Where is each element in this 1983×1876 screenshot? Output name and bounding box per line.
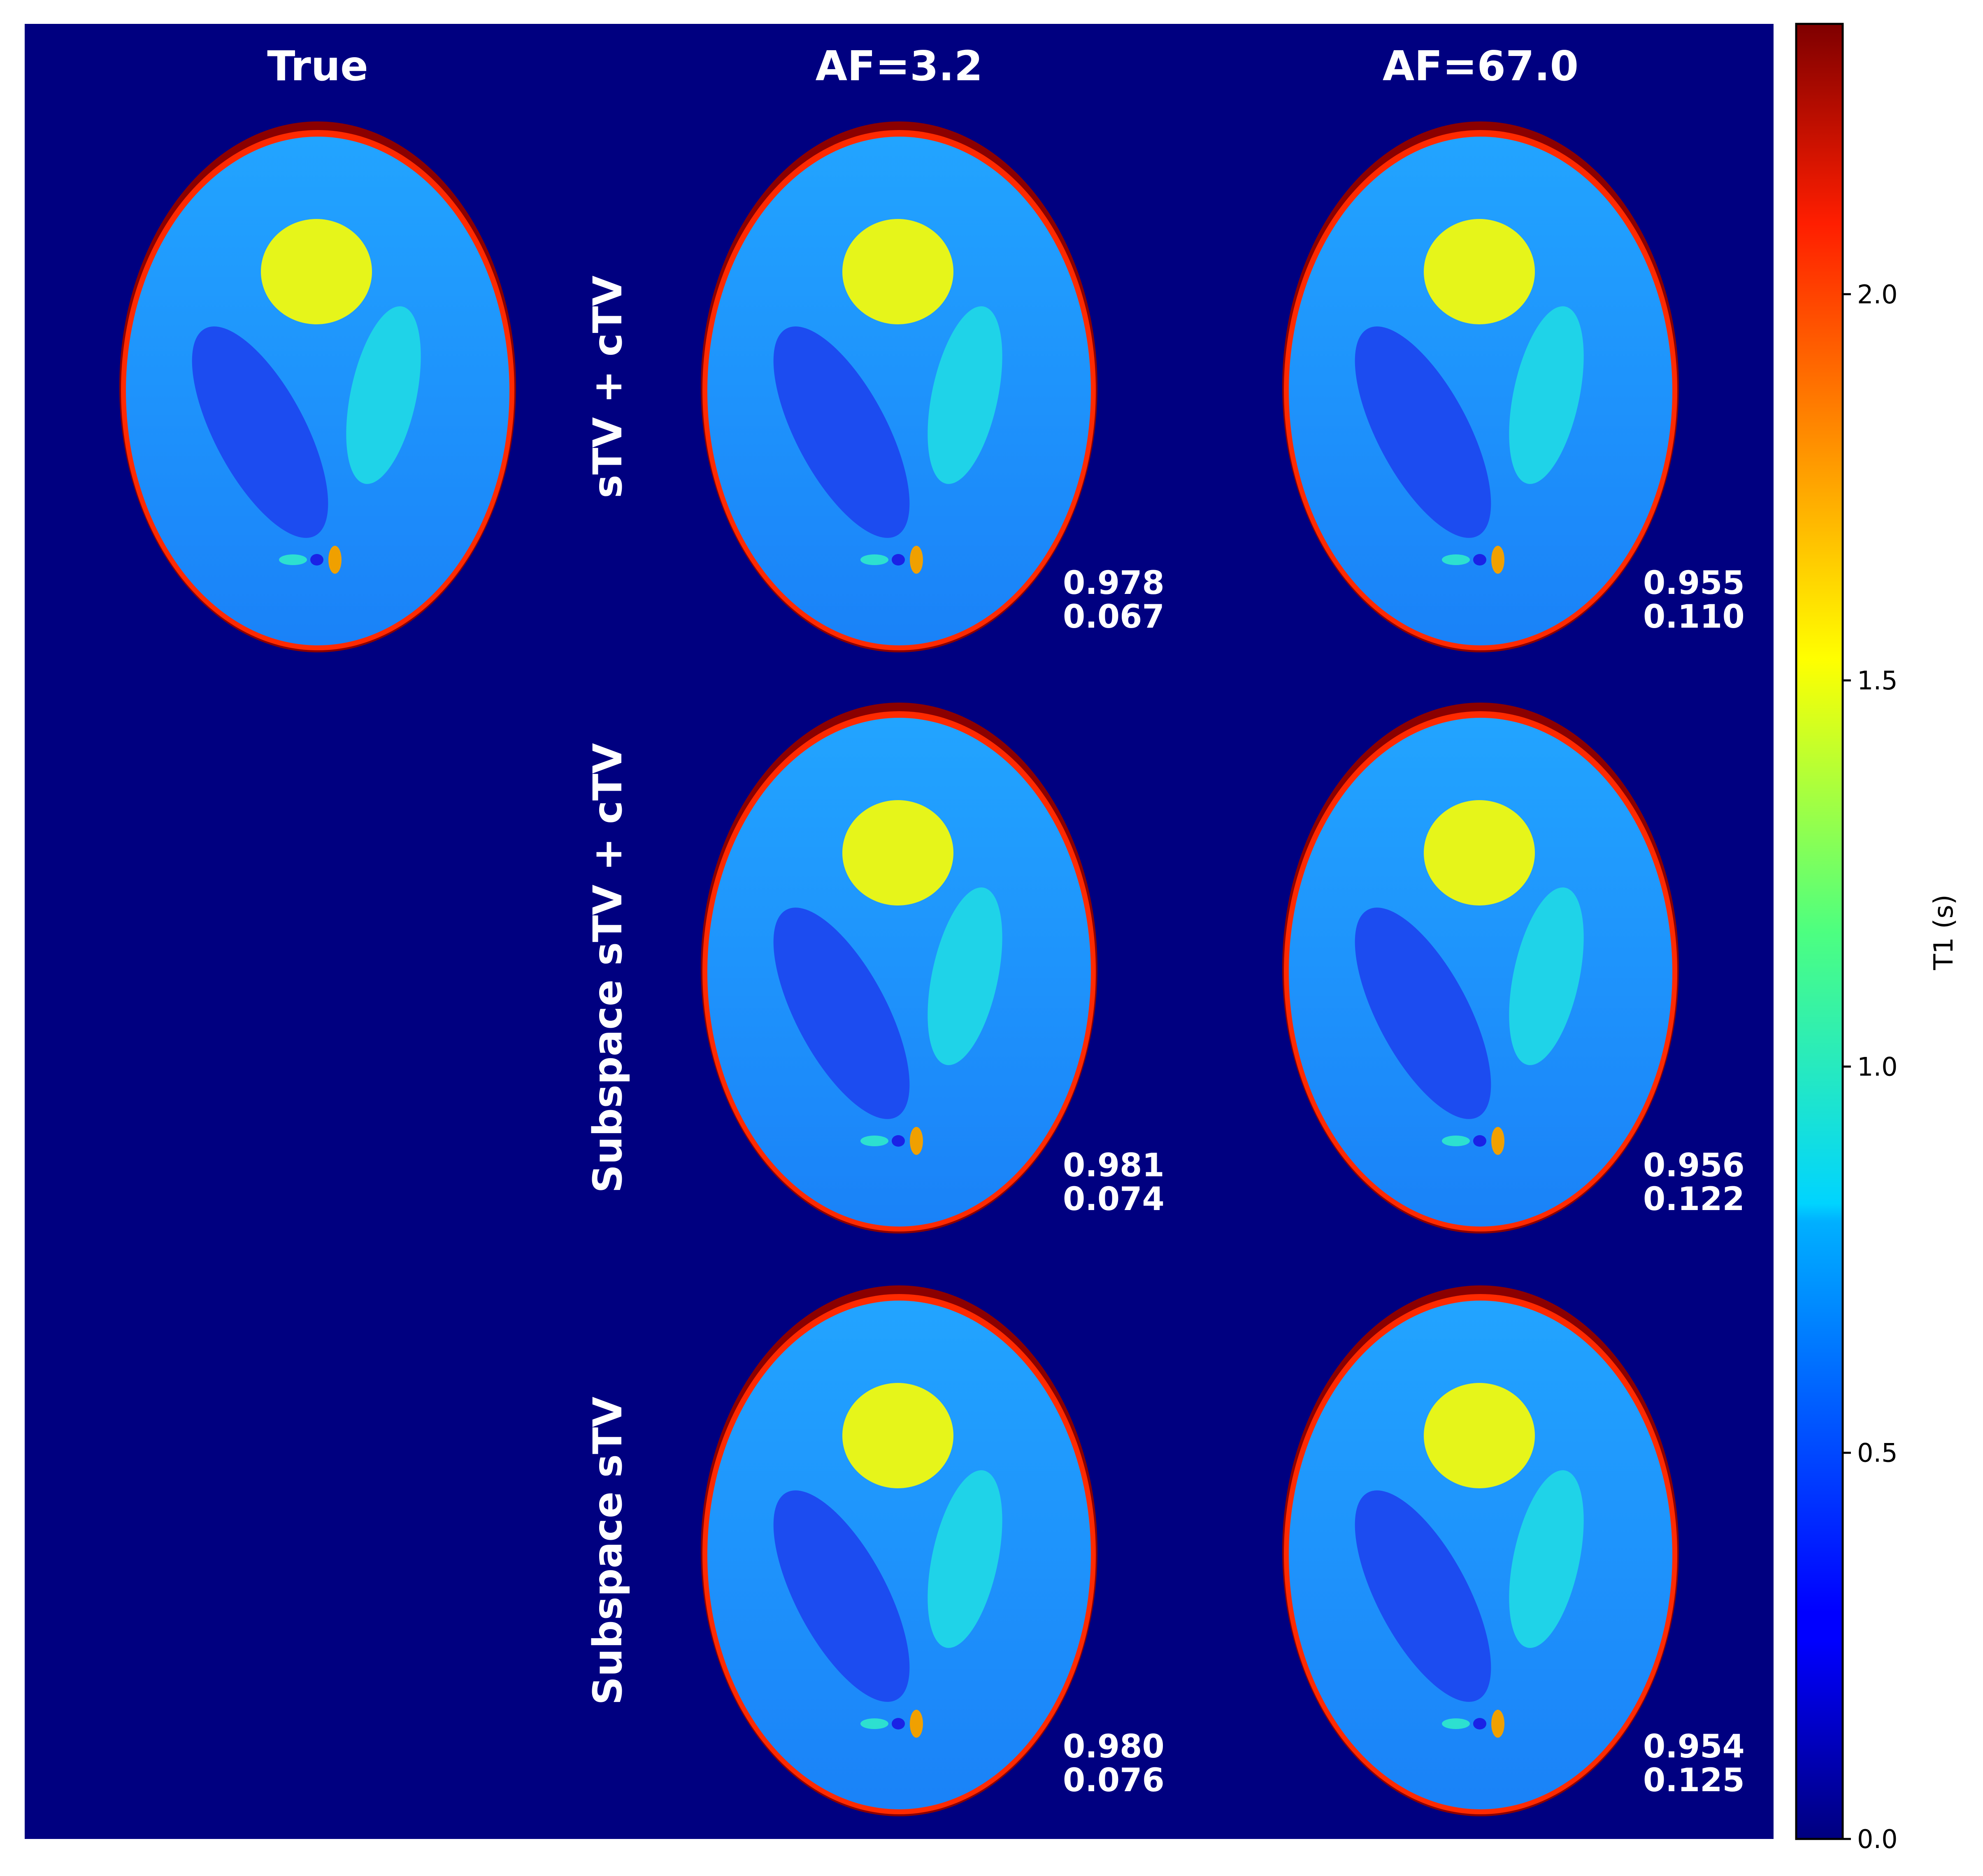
metric-r2-af32-bottom: 0.074 bbox=[1063, 1181, 1165, 1218]
phantom-r3-af67 bbox=[1282, 1285, 1679, 1816]
header-true: True bbox=[267, 42, 368, 90]
metric-r2-af67-bottom: 0.122 bbox=[1643, 1181, 1745, 1218]
metric-r1-af67-top: 0.955 bbox=[1643, 565, 1745, 602]
metric-r2-af32-top: 0.981 bbox=[1063, 1147, 1165, 1184]
metric-r2-af67-top: 0.956 bbox=[1643, 1147, 1745, 1184]
metric-r1-af32-bottom: 0.067 bbox=[1063, 598, 1165, 635]
header-af-high: AF=67.0 bbox=[1383, 42, 1578, 90]
colorbar-ticks: 0.0 0.5 1.0 1.5 2.0 bbox=[1843, 279, 1898, 1854]
colorbar-tick-label: 2.0 bbox=[1857, 279, 1898, 310]
metric-r3-af32-bottom: 0.076 bbox=[1063, 1762, 1165, 1799]
phantom-r2-af67 bbox=[1282, 703, 1679, 1234]
colorbar-tick-label: 1.5 bbox=[1857, 666, 1898, 696]
header-af-low: AF=3.2 bbox=[816, 42, 983, 90]
phantom-true bbox=[119, 121, 516, 652]
phantom-r1-af32 bbox=[701, 121, 1097, 652]
metric-r1-af32-top: 0.978 bbox=[1063, 565, 1165, 602]
metric-r3-af67-bottom: 0.125 bbox=[1643, 1762, 1745, 1799]
colorbar-tick-label: 1.0 bbox=[1857, 1052, 1898, 1082]
colorbar-tick-label: 0.5 bbox=[1857, 1438, 1898, 1468]
phantom-r1-af67 bbox=[1282, 121, 1679, 652]
metric-r3-af67-top: 0.954 bbox=[1643, 1728, 1745, 1765]
row-label-1: sTV + cTV bbox=[585, 276, 631, 498]
phantom-r3-af32 bbox=[701, 1285, 1097, 1816]
metric-r1-af67-bottom: 0.110 bbox=[1643, 598, 1745, 635]
colorbar-tick-label: 0.0 bbox=[1857, 1824, 1898, 1854]
metric-r3-af32-top: 0.980 bbox=[1063, 1728, 1165, 1765]
row-label-2: Subspace sTV + cTV bbox=[585, 743, 631, 1193]
phantom-r2-af32 bbox=[701, 703, 1097, 1234]
colorbar bbox=[1795, 23, 1844, 1840]
row-label-3: Subspace sTV bbox=[585, 1397, 631, 1705]
colorbar-label: T1 (s) bbox=[1929, 894, 1959, 970]
